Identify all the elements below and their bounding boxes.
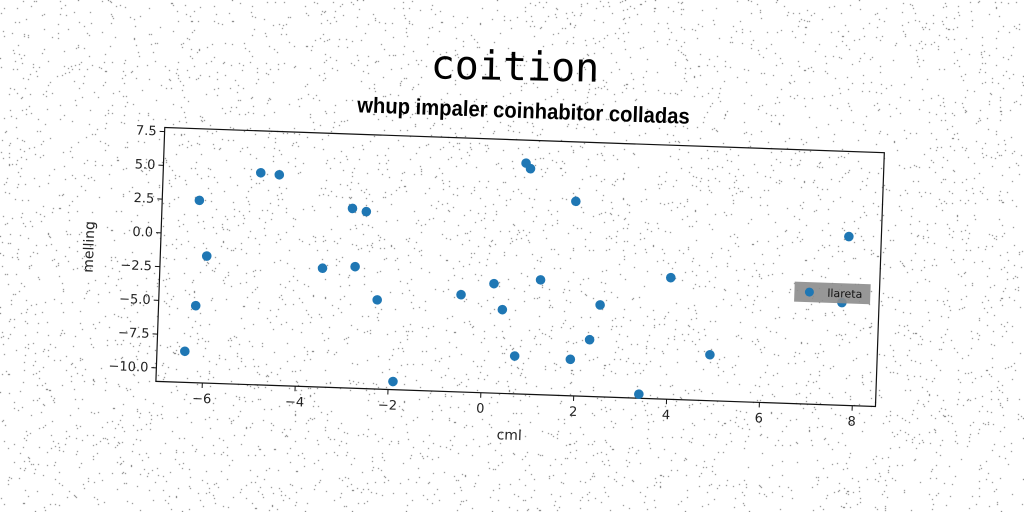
scatter-point	[525, 163, 536, 174]
figure-suptitle: coition	[430, 42, 600, 92]
scatter-point	[350, 261, 360, 272]
scatter-point	[565, 354, 576, 365]
y-tick-label: −2.5	[120, 258, 152, 274]
scatter-point	[372, 295, 382, 305]
y-tick-label: −5.0	[119, 292, 151, 308]
legend: llareta	[794, 281, 871, 305]
x-tick-label: 4	[662, 408, 671, 423]
x-tick-label: −4	[285, 395, 305, 411]
x-tick-label: −6	[192, 392, 212, 408]
scatter-series-points	[180, 158, 854, 399]
y-axis-label: melling	[81, 221, 99, 273]
scatter-point	[190, 300, 201, 311]
scatter-point	[634, 389, 644, 399]
scatter-point	[665, 272, 676, 283]
y-tick-label: 2.5	[133, 191, 154, 207]
scatter-point	[584, 334, 595, 345]
scatter-point	[361, 206, 372, 217]
x-tick-label: 2	[569, 405, 578, 420]
y-tick-label: 0.0	[132, 225, 153, 241]
legend-box	[794, 281, 871, 305]
scatter-point	[489, 278, 499, 289]
chart-axes-group: whup impaler coinhabitor colladas −6 −4 −2…	[81, 93, 885, 444]
scatter-point	[347, 203, 358, 214]
legend-label: llareta	[827, 287, 862, 301]
scatter-point	[844, 231, 854, 242]
y-tick-label: −7.5	[118, 326, 150, 342]
scatter-point	[535, 275, 546, 285]
scatter-point	[497, 304, 508, 315]
y-axis-ticks: −10.0 −7.5 −5.0 −2.5 0.0 2.5 5.0 7.5	[108, 124, 165, 376]
x-tick-label: 8	[847, 415, 856, 430]
scatter-point	[595, 300, 605, 310]
y-tick-label: 7.5	[136, 124, 157, 140]
scatter-point	[571, 196, 581, 207]
scatter-point	[194, 195, 205, 206]
scatter-point	[255, 167, 266, 178]
x-tick-label: 0	[476, 402, 485, 417]
x-tick-label: 6	[754, 411, 763, 426]
plot-frame	[155, 126, 885, 408]
y-tick-label: −10.0	[108, 359, 148, 375]
chart-title: whup impaler coinhabitor colladas	[356, 93, 690, 129]
scatter-point	[201, 251, 212, 261]
scatter-point	[456, 289, 466, 300]
x-axis-ticks: −6 −4 −2 0 2 4 6 8	[192, 382, 856, 430]
scatter-point	[274, 169, 285, 180]
scatter-point	[705, 349, 715, 360]
scatter-point	[180, 346, 190, 357]
y-tick-label: 5.0	[134, 157, 155, 173]
x-axis-label: cml	[496, 427, 522, 444]
scatter-point	[388, 376, 398, 387]
legend-marker	[804, 287, 814, 297]
x-tick-label: −2	[378, 398, 398, 414]
scatter-point	[317, 263, 328, 274]
scatter-point	[509, 351, 520, 361]
